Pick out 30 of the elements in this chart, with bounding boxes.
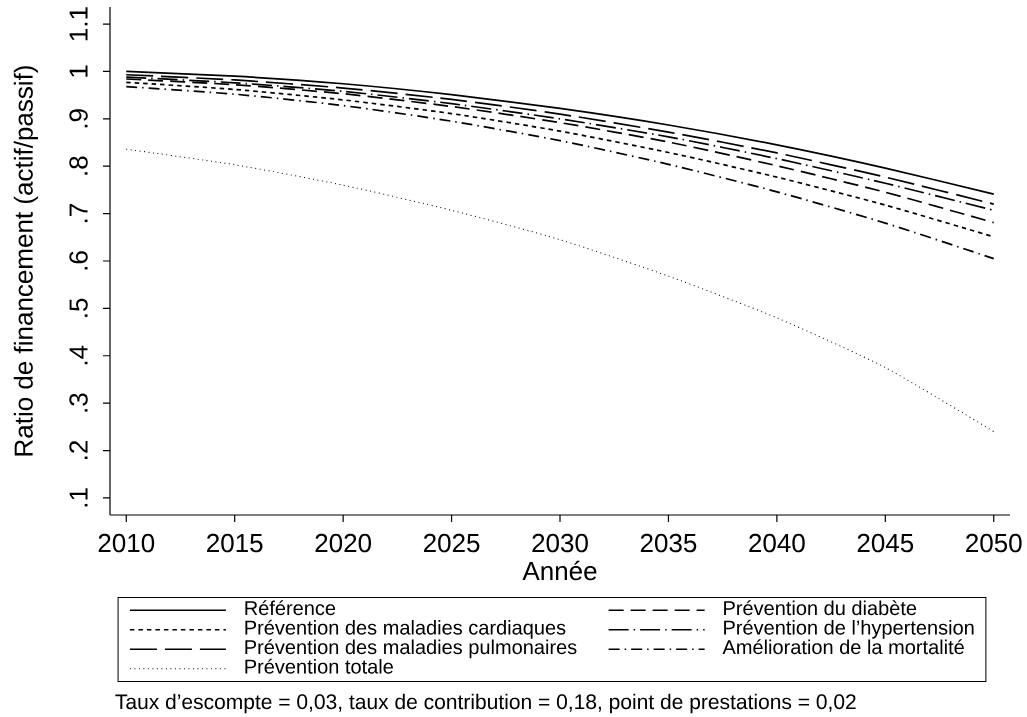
- y-axis-title: Ratio de financement (actif/passif): [13, 66, 38, 456]
- y-tick-label: .5: [69, 298, 88, 317]
- y-tick-label: .6: [69, 251, 88, 270]
- y-tick-label: .8: [69, 156, 88, 175]
- y-tick-label: 1: [69, 65, 88, 77]
- legend-label: Prévention de l’hypertension: [724, 619, 974, 639]
- y-tick-label: .4: [69, 345, 88, 365]
- x-tick-label: 2050: [966, 533, 1022, 553]
- text: Taux d’escompte = 0,03, taux de contribution = 0,18, point de prestations = 0,02: [115, 693, 856, 714]
- legend-label: Prévention des maladies pulmonaires: [245, 639, 577, 659]
- legend-label: Prévention du diabète: [724, 600, 917, 616]
- legend-label: Référence: [245, 600, 336, 616]
- x-tick-label: 2010: [98, 533, 155, 553]
- legend-label: Prévention des maladies cardiaques: [245, 619, 566, 639]
- y-tick-label: .2: [69, 441, 88, 460]
- y-tick-label: .3: [69, 393, 88, 412]
- x-tick-label: 2045: [857, 533, 914, 553]
- x-tick-label: 2025: [423, 533, 480, 553]
- y-tick-label: .9: [69, 109, 88, 128]
- y-tick-label: .1: [69, 488, 88, 507]
- x-tick-label: 2035: [640, 533, 697, 553]
- x-tick-label: 2030: [532, 533, 588, 553]
- x-tick-label: 2015: [207, 533, 263, 553]
- legend-label: Prévention totale: [245, 658, 393, 674]
- y-tick-label: .7: [69, 204, 88, 223]
- x-tick-label: 2020: [315, 533, 372, 553]
- x-axis-title: Année: [522, 560, 597, 581]
- y-tick-label: 1.1: [69, 7, 88, 41]
- legend-label: Amélioration de la mortalité: [722, 639, 964, 655]
- x-tick-label: 2040: [749, 533, 805, 553]
